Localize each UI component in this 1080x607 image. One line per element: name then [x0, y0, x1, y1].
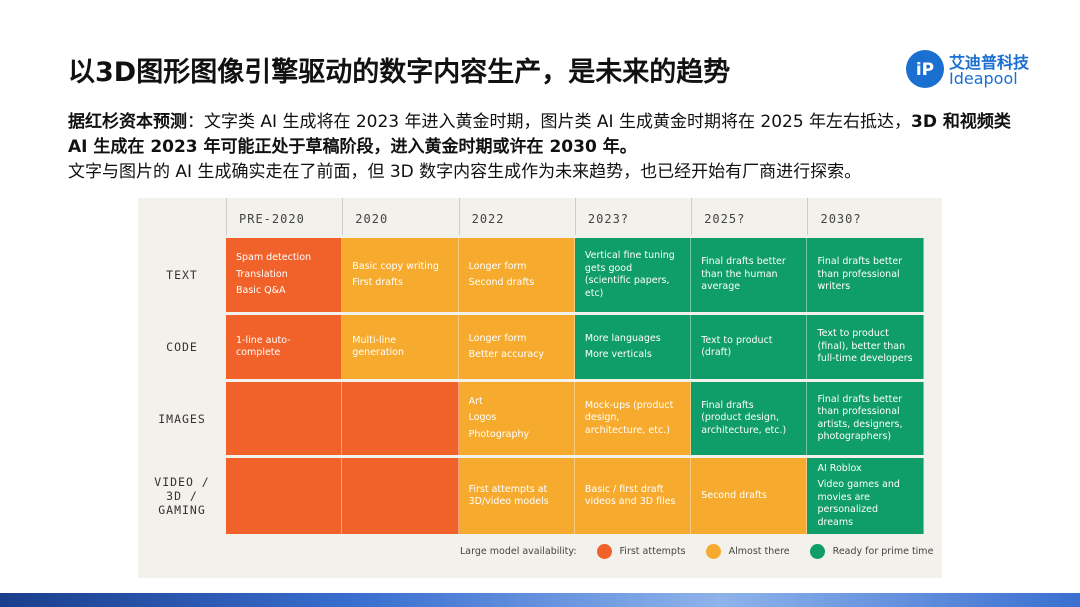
cell-text: Text to product (final), better than ful…: [817, 328, 913, 365]
row-label: CODE: [166, 340, 198, 354]
cell: Art Logos Photography: [458, 382, 575, 455]
cell-text: Translation: [236, 268, 288, 280]
timeline-table: PRE-2020 2020 2022 2023? 2025? 2030? TEXT Spam …: [138, 198, 942, 578]
intro-text: ：文字类 AI 生成将在 2023 年进入黄金时期，图片类 AI 生成黄金时期将…: [187, 112, 912, 132]
column-header: 2030?: [807, 198, 923, 235]
cell: AI Roblox Video games and movies are pers…: [807, 458, 924, 534]
cell-text: Better accuracy: [468, 349, 545, 360]
row-label: IMAGES: [158, 411, 206, 426]
legend-text: First attempts: [619, 546, 686, 557]
cell: Spam detection Translation Basic Q&A: [226, 238, 343, 312]
cell: [226, 382, 343, 455]
cell: First attempts at 3D/video models: [458, 458, 575, 534]
cell: Text to product (final), better than ful…: [807, 315, 924, 379]
cell: Final drafts better than the human avera…: [691, 238, 808, 312]
intro-text: 据红杉资本预测: [68, 112, 187, 132]
column-header: 2025?: [691, 198, 807, 235]
cell-text: Basic Q&A: [236, 285, 286, 297]
legend: Large model availability: First attempts A…: [460, 544, 933, 559]
cell-text: More verticals: [584, 349, 652, 360]
cell-text: Art: [468, 395, 483, 407]
intro: 据红杉资本预测：文字类 AI 生成将在 2023 年进入黄金时期，图片类 AI …: [68, 110, 1013, 185]
column-header: 2023?: [574, 198, 691, 235]
cell-text: First attempts at 3D/video models: [468, 483, 549, 508]
legend-item: Ready for prime time: [809, 544, 934, 559]
cell-text: Basic copy writing: [352, 260, 439, 272]
legend-dot: [705, 544, 721, 559]
column-header: 2022: [458, 198, 575, 235]
cell: Second drafts: [691, 458, 808, 534]
cell-text: Second drafts: [468, 277, 535, 288]
cell-text: Second drafts: [701, 489, 767, 501]
corner: [138, 198, 226, 235]
cell: Final drafts (product design, architectu…: [691, 382, 808, 455]
cell-text: 1-line auto-complete: [236, 334, 291, 359]
title: 以3D图形图像引擎驱动的数字内容生产，是未来的趋势: [68, 57, 731, 88]
row-label: VIDEO / 3D / GAMING: [154, 475, 210, 517]
cell-text: Final drafts better than professional ar…: [817, 393, 903, 443]
cell-text: Longer form: [468, 332, 527, 344]
row-label: TEXT: [166, 268, 198, 282]
cell: Text to product (draft): [691, 315, 808, 379]
cell-text: Final drafts better than professional wr…: [817, 256, 903, 293]
cell-text: Spam detection: [236, 252, 312, 264]
intro-text: 3D 和视频类 AI 生成在 2023 年可能正处于草稿阶段，进入黄金时期或许在…: [68, 112, 1011, 157]
cell-text: Vertical fine tuning gets good (scientif…: [584, 250, 675, 299]
cell-text: Final drafts better than the human avera…: [701, 256, 786, 293]
cell: Final drafts better than professional ar…: [807, 382, 924, 455]
footer-bar: [0, 593, 1080, 607]
cell-text: Logos: [468, 412, 497, 424]
cell: Basic copy writing First drafts: [342, 238, 459, 312]
cell-text: Basic / first draft videos and 3D files: [584, 483, 676, 508]
cell: 1-line auto-complete: [226, 315, 343, 379]
cell-text: Photography: [468, 428, 530, 440]
cell-text: Mock-ups (product design, architecture, …: [584, 399, 674, 436]
cell-text: Multi-line generation: [352, 334, 404, 359]
legend-item: Almost there: [705, 544, 790, 559]
legend-text: Almost there: [728, 546, 790, 557]
intro-paragraph: 文字与图片的 AI 生成确实走在了前面，但 3D 数字内容生成作为未来趋势，也已…: [68, 160, 1013, 185]
cell: Basic / first draft videos and 3D files: [574, 458, 692, 534]
cell-text: AI Roblox: [817, 462, 862, 474]
cell: Vertical fine tuning gets good (scientif…: [574, 238, 692, 312]
cell-text: More languages: [584, 332, 661, 344]
cell: Multi-line generation: [342, 315, 459, 379]
column-header: PRE-2020: [226, 198, 342, 235]
column-header: 2020: [342, 198, 458, 235]
cell: Final drafts better than professional wr…: [807, 238, 924, 312]
cell: Longer form Second drafts: [458, 238, 575, 312]
intro-paragraph: 据红杉资本预测：文字类 AI 生成将在 2023 年进入黄金时期，图片类 AI …: [68, 110, 1013, 160]
legend-item: First attempts: [596, 544, 686, 559]
legend-dot: [809, 544, 825, 559]
legend-text: Ready for prime time: [832, 546, 934, 557]
logo-en: Ideapool: [949, 69, 1018, 88]
cell: More languages More verticals: [574, 315, 692, 379]
intro-text: 文字与图片的 AI 生成确实走在了前面，但 3D 数字内容生成作为未来趋势，也已…: [68, 162, 862, 182]
cell-text: First drafts: [352, 277, 403, 288]
cell-text: Final drafts (product design, architectu…: [701, 399, 787, 436]
logo-cn: 艾迪普科技: [949, 53, 1030, 72]
cell: [226, 458, 343, 534]
legend-label: Large model availability:: [460, 546, 577, 557]
svg-text:iP: iP: [916, 60, 934, 80]
cell-text: Text to product (draft): [701, 334, 773, 359]
cell-text: Longer form: [468, 260, 527, 272]
cell-text: Video games and movies are personalized …: [817, 479, 900, 528]
legend-dot: [596, 544, 612, 559]
cell: Mock-ups (product design, architecture, …: [574, 382, 692, 455]
logo-icon: iP: [906, 50, 944, 88]
cell: Longer form Better accuracy: [458, 315, 575, 379]
logo: iP 艾迪普科技 Ideapool: [905, 48, 1045, 90]
cell: [342, 458, 459, 534]
cell: [342, 382, 459, 455]
